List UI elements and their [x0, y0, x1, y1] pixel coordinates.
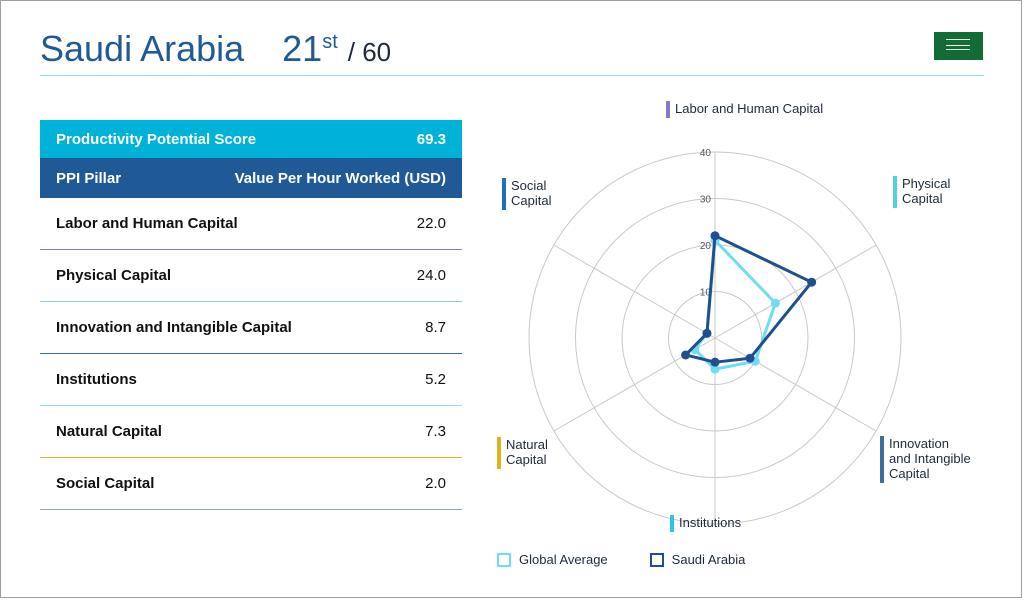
axis-label: Labor and Human Capital — [666, 101, 824, 118]
flag-script — [946, 39, 970, 46]
radar-chart-svg: 10 20 30 40 — [528, 148, 902, 525]
chart-legend: Global Average Saudi Arabia — [497, 552, 787, 567]
axis-color-bar — [502, 178, 506, 210]
legend-label-saudi: Saudi Arabia — [671, 552, 746, 567]
axis-label: Social Capital — [502, 178, 552, 210]
country-title: Saudi Arabia — [40, 28, 245, 69]
axis-label-line: Labor and Human Capital — [675, 101, 824, 116]
table-row: Natural Capital 7.3 — [40, 406, 462, 458]
row-value: 2.0 — [425, 475, 446, 492]
axis-spoke — [714, 244, 877, 339]
data-point-global-average — [710, 364, 720, 374]
axis-label-line: Physical — [902, 176, 951, 191]
axis-color-bar — [497, 437, 501, 469]
saudi-flag-icon — [934, 32, 983, 60]
data-point-saudi-arabia — [807, 277, 817, 287]
axis-label-line: Innovation — [889, 436, 949, 451]
data-point-global-average — [770, 298, 780, 308]
table-row: Innovation and Intangible Capital 8.7 — [40, 302, 462, 354]
axis-label-line: Capital — [511, 193, 552, 208]
tick-label: 40 — [700, 148, 712, 159]
row-value: 5.2 — [425, 371, 446, 388]
rank-suffix: st — [322, 31, 338, 53]
axis-label-line: Capital — [902, 191, 943, 206]
legend-item-saudi-arabia: Saudi Arabia — [649, 552, 746, 567]
axis-label-line: Institutions — [679, 515, 742, 530]
legend-label-global: Global Average — [519, 552, 608, 567]
row-label: Innovation and Intangible Capital — [56, 319, 292, 336]
tick-label: 30 — [700, 195, 712, 206]
axis-color-bar — [670, 515, 674, 532]
axis-label-line: Capital — [506, 452, 547, 467]
flag-sword — [946, 49, 970, 50]
axis-spoke — [714, 337, 877, 432]
column-value-header: Value Per Hour Worked (USD) — [234, 169, 446, 187]
data-point-saudi-arabia — [681, 350, 691, 360]
radar-chart: 10 20 30 40 Global Average Saudi Arabia Lab… — [480, 90, 1024, 590]
table-header: PPI Pillar Value Per Hour Worked (USD) — [40, 158, 462, 198]
axis-spoke — [553, 244, 716, 339]
axis-color-bar — [880, 436, 884, 483]
table-row: Institutions 5.2 — [40, 354, 462, 406]
axis-label-line: Social — [511, 178, 547, 193]
rank-total: / 60 — [347, 37, 392, 67]
row-label: Labor and Human Capital — [56, 215, 238, 232]
row-value: 8.7 — [425, 319, 446, 336]
row-label: Social Capital — [56, 475, 155, 492]
table-row: Social Capital 2.0 — [40, 458, 462, 510]
data-point-saudi-arabia — [710, 231, 720, 241]
row-value: 7.3 — [425, 423, 446, 440]
rank-number: 21 — [282, 28, 323, 69]
pillar-table: Productivity Potential Score 69.3 PPI Pi… — [40, 120, 462, 510]
score-label: Productivity Potential Score — [56, 130, 257, 148]
axis-spoke — [553, 337, 716, 432]
series-line-saudi-arabia — [684, 234, 814, 364]
axis-label: Physical Capital — [893, 176, 951, 208]
row-value: 22.0 — [416, 215, 446, 232]
axis-label: Natural Capital — [497, 437, 548, 469]
table-row: Physical Capital 24.0 — [40, 250, 462, 302]
legend-swatch-global — [497, 552, 511, 567]
axis-color-bar — [893, 176, 897, 208]
axis-label-line: Natural — [506, 437, 548, 452]
tick-label: 20 — [700, 241, 712, 252]
row-value: 24.0 — [416, 267, 446, 284]
score-row: Productivity Potential Score 69.3 — [40, 120, 462, 158]
data-point-saudi-arabia — [710, 357, 720, 367]
score-value: 69.3 — [416, 130, 446, 148]
axis-label-line: Capital — [889, 466, 930, 481]
legend-swatch-saudi — [649, 552, 664, 567]
axis-label: Innovation and Intangible Capital — [880, 436, 971, 483]
table-row: Labor and Human Capital 22.0 — [40, 198, 462, 250]
axis-label: Institutions — [670, 515, 742, 532]
data-point-saudi-arabia — [745, 353, 755, 363]
rank-value: 21st — [282, 28, 338, 70]
page-header: Saudi Arabia 21st / 60 — [40, 28, 391, 72]
header-divider — [40, 75, 984, 76]
tick-label: 10 — [700, 288, 712, 299]
axis-color-bar — [666, 101, 670, 118]
legend-item-global-average: Global Average — [497, 552, 608, 567]
row-label: Physical Capital — [56, 267, 172, 284]
row-label: Institutions — [56, 371, 137, 388]
column-pillar-header: PPI Pillar — [56, 169, 122, 187]
row-label: Natural Capital — [56, 423, 162, 440]
data-point-saudi-arabia — [702, 328, 712, 338]
axis-label-line: and Intangible — [889, 451, 971, 466]
